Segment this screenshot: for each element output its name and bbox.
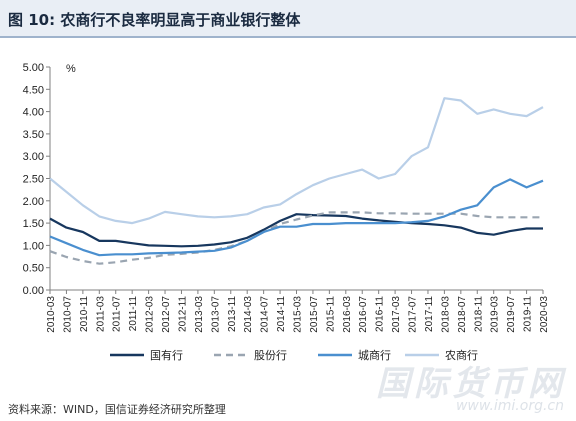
unit-label: % [66, 63, 76, 75]
y-tick-label: 1.00 [23, 240, 44, 252]
x-tick-label: 2012-07 [161, 296, 172, 333]
watermark-url: www.imi.org.cn [455, 398, 564, 414]
x-tick-label: 2019-03 [490, 296, 501, 333]
x-tick-label: 2014-11 [276, 296, 287, 332]
x-tick-label: 2010-03 [46, 296, 57, 333]
series-line-0 [49, 213, 543, 248]
x-tick-label: 2012-11 [177, 296, 188, 332]
x-tick-label: 2020-03 [539, 296, 550, 333]
series-line-2 [49, 178, 544, 257]
y-tick-label: 3.50 [23, 129, 44, 141]
series-line-1 [49, 211, 543, 265]
line-chart: 0.00 0.50 1.00 1.50 2.00 2.50 3.00 3.50 4.00 4.50… [23, 62, 550, 362]
x-tick-label: 2018-11 [473, 296, 484, 332]
x-tick-label: 2018-03 [440, 296, 451, 333]
series-line-3 [49, 97, 544, 225]
x-tick-label: 2013-03 [194, 296, 205, 333]
legend-label-3: 农商行 [445, 348, 478, 362]
x-tick-label: 2014-07 [260, 296, 271, 333]
y-tick-label: 0.00 [23, 285, 44, 297]
x-tick-label: 2010-11 [79, 296, 90, 332]
chart-area: 0.00 0.50 1.00 1.50 2.00 2.50 3.00 3.50 4.00 4.50… [0, 40, 576, 390]
watermark-logo: 国际货币网 [376, 364, 566, 404]
x-tick-label: 2016-07 [358, 296, 369, 333]
x-tick-label: 2013-07 [210, 296, 221, 333]
y-tick-label: 2.00 [23, 196, 44, 208]
x-tick-label: 2018-07 [457, 296, 468, 333]
legend-label-2: 城商行 [358, 348, 391, 362]
x-tick-label: 2011-07 [112, 296, 123, 332]
x-tick-label: 2015-03 [293, 296, 304, 333]
axes: 0.00 0.50 1.00 1.50 2.00 2.50 3.00 3.50 4.00 4.50… [23, 62, 550, 333]
y-tick-label: 1.50 [23, 218, 44, 230]
x-tick-label: 2014-03 [243, 296, 254, 333]
x-tick-label: 2015-11 [325, 296, 336, 332]
x-tick-label: 2010-07 [62, 296, 73, 333]
x-tick-label: 2019-07 [506, 296, 517, 333]
x-tick-label: 2019-11 [523, 296, 534, 332]
plot-lines [49, 97, 544, 265]
legend-label-0: 国有行 [150, 348, 183, 362]
y-tick-label: 4.50 [23, 84, 44, 96]
figure-title: 图 10: 农商行不良率明显高于商业银行整体 [8, 11, 301, 29]
x-tick-label: 2016-03 [342, 296, 353, 333]
y-tick-label: 4.00 [23, 107, 44, 119]
x-tick-label: 2013-11 [227, 296, 238, 332]
y-tick-label: 5.00 [23, 62, 44, 74]
legend-label-1: 股份行 [254, 349, 287, 362]
y-tick-label: 2.50 [23, 174, 44, 186]
y-tick-label: 0.50 [23, 263, 44, 275]
x-tick-label: 2017-07 [408, 296, 419, 333]
x-tick-label: 2017-03 [391, 296, 402, 333]
x-tick-label: 2012-03 [145, 296, 156, 333]
x-tick-label: 2016-11 [375, 296, 386, 332]
y-tick-label: 3.00 [23, 151, 44, 163]
figure-header: 图 10: 农商行不良率明显高于商业银行整体 [0, 0, 576, 38]
x-tick-label: 2015-07 [309, 296, 320, 333]
x-tick-label: 2017-11 [424, 296, 435, 332]
x-tick-label: 2011-03 [95, 296, 106, 332]
source-note: 资料来源：WIND，国信证券经济研究所整理 [8, 403, 226, 416]
x-tick-label: 2011-11 [128, 296, 139, 332]
legend: 国有行 股份行 城商行 农商行 [110, 348, 478, 362]
